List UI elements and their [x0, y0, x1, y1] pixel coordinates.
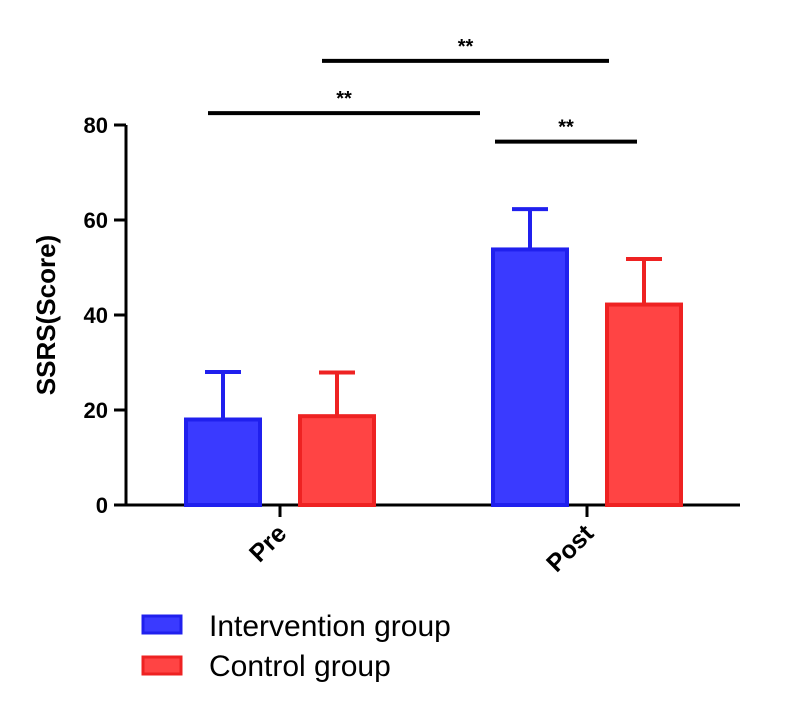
legend-label-control: Control group: [209, 650, 391, 683]
x-tick-label: Pre: [244, 519, 292, 567]
y-tick-label: 60: [84, 208, 108, 233]
bar: [184, 417, 262, 507]
x-axis: Pre Post: [126, 503, 740, 578]
legend: Intervention group Control group: [141, 610, 451, 683]
significance-label: **: [336, 88, 352, 110]
legend-swatch-control: [141, 655, 183, 676]
significance-label: **: [458, 36, 474, 58]
significance-label: **: [558, 117, 574, 139]
y-axis: 0 20 40 60 80: [84, 113, 128, 518]
y-tick-label: 80: [84, 113, 108, 138]
x-tick-label: Post: [541, 519, 600, 578]
y-tick-label: 20: [84, 398, 108, 423]
bars: [184, 247, 683, 507]
y-tick-label: 0: [96, 493, 108, 518]
legend-swatch-intervention: [141, 614, 183, 635]
error-bars: [205, 207, 662, 420]
bar: [605, 302, 683, 507]
y-axis-title: SSRS(Score): [31, 235, 61, 395]
significance-brackets: ** ** **: [208, 36, 637, 144]
bar: [491, 247, 569, 507]
legend-label-intervention: Intervention group: [209, 610, 451, 643]
bar: [298, 414, 376, 507]
y-tick-label: 40: [84, 303, 108, 328]
